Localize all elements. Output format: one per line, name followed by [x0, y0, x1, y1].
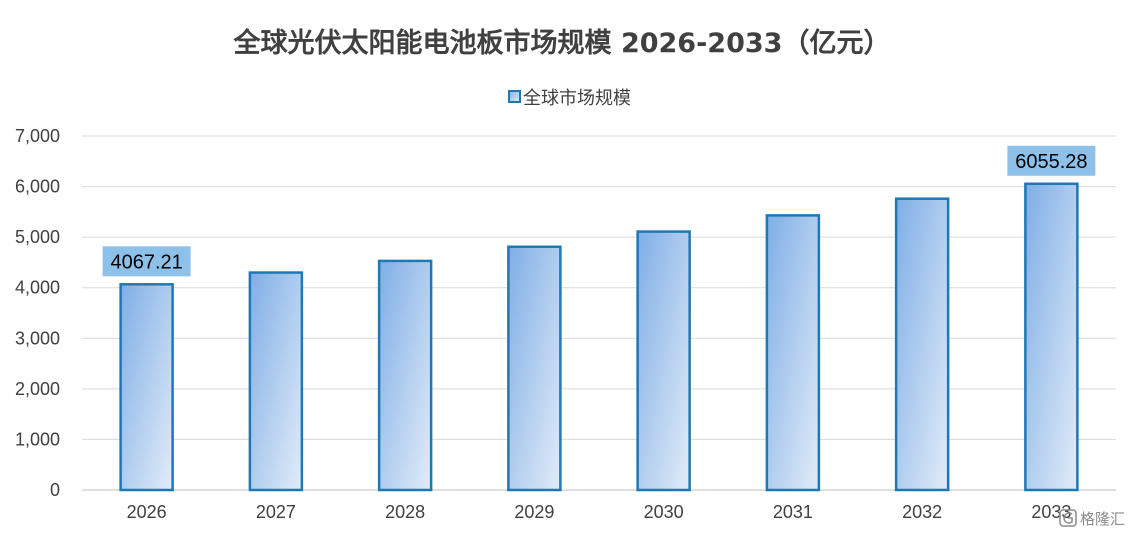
y-axis-ticks: 0 1,000 2,000 3,000 4,000 5,000 6,000 7,000: [15, 126, 60, 500]
gridlines: [82, 135, 1116, 491]
g-logo-icon: [1059, 509, 1077, 527]
y-tick-label: 0: [50, 480, 60, 500]
y-tick-label: 7,000: [15, 126, 60, 146]
y-tick-label: 2,000: [15, 379, 60, 399]
bar-2033: [1024, 182, 1079, 492]
bar-2027: [248, 271, 304, 492]
watermark: 格隆汇: [1059, 509, 1125, 528]
legend-swatch: [508, 90, 521, 103]
bar-2026: [119, 283, 174, 492]
watermark-text: 格隆汇: [1080, 510, 1125, 528]
x-tick-label: 2029: [514, 502, 554, 522]
x-tick-label: 2032: [902, 502, 942, 522]
data-label-2033: 6055.28: [1015, 151, 1087, 173]
x-tick-label: 2031: [773, 502, 813, 522]
bars: [119, 182, 1079, 492]
chart-title: 全球光伏太阳能电池板市场规模 2026-2033（亿元）: [233, 27, 891, 59]
bar-2032: [894, 197, 950, 492]
bar-2028: [377, 259, 433, 492]
x-tick-label: 2030: [644, 502, 684, 522]
data-label-box: [102, 246, 191, 277]
legend-label: 全球市场规模: [523, 88, 631, 109]
x-tick-label: 2027: [256, 502, 296, 522]
x-axis-ticks: 2026 2027 2028 2029 2030 2031 2032 2033: [127, 502, 1072, 522]
bar-2031: [765, 214, 821, 492]
y-tick-label: 1,000: [15, 429, 60, 449]
y-tick-label: 3,000: [15, 328, 60, 348]
data-labels: 4067.21 6055.28: [102, 145, 1096, 277]
bar-2029: [507, 245, 562, 492]
data-label-box: [1007, 145, 1096, 176]
y-tick-label: 5,000: [15, 227, 60, 247]
bar-2030: [636, 230, 691, 492]
x-tick-label: 2026: [127, 502, 167, 522]
y-tick-label: 6,000: [15, 177, 60, 197]
x-tick-label: 2028: [385, 502, 425, 522]
y-tick-label: 4,000: [15, 278, 60, 298]
legend: 全球市场规模: [508, 88, 631, 109]
x-tick-label: 2033: [1031, 502, 1071, 522]
data-label-2026: 4067.21: [110, 251, 182, 273]
